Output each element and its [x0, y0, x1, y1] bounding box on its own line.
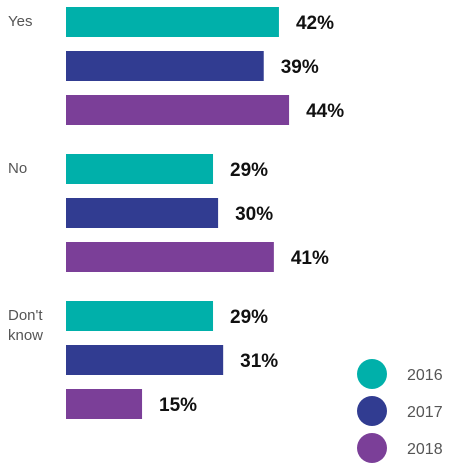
bar-2017 [66, 51, 264, 81]
category-label: No [8, 160, 27, 177]
bar-2018 [66, 95, 290, 125]
legend-swatch-2016 [357, 359, 387, 389]
bars-layer [66, 7, 290, 419]
bar-2016 [66, 7, 279, 37]
legend-label: 2018 [407, 441, 443, 458]
legend: 2016 2017 2018 [357, 359, 443, 463]
bar-2017 [66, 198, 219, 228]
value-label: 39% [281, 57, 319, 78]
value-label: 29% [230, 307, 268, 328]
category-labels: Yes No Don't know [8, 13, 43, 344]
value-label: 30% [235, 204, 273, 225]
value-labels: 42% 39% 44% 29% 30% 41% 29% 31% 15% [159, 13, 344, 416]
category-label: Don't know [8, 307, 43, 344]
bar-2016 [66, 301, 214, 331]
value-label: 15% [159, 395, 197, 416]
value-label: 42% [296, 13, 334, 34]
value-label: 44% [306, 101, 344, 122]
legend-swatch-2018 [357, 433, 387, 463]
legend-swatch-2017 [357, 396, 387, 426]
legend-label: 2016 [407, 367, 443, 384]
legend-label: 2017 [407, 404, 443, 421]
bar-2016 [66, 154, 214, 184]
bar-2018 [66, 242, 274, 272]
bar-2017 [66, 345, 224, 375]
value-label: 29% [230, 160, 268, 181]
bar-2018 [66, 389, 143, 419]
value-label: 41% [291, 248, 329, 269]
value-label: 31% [240, 351, 278, 372]
category-label: Yes [8, 13, 32, 30]
